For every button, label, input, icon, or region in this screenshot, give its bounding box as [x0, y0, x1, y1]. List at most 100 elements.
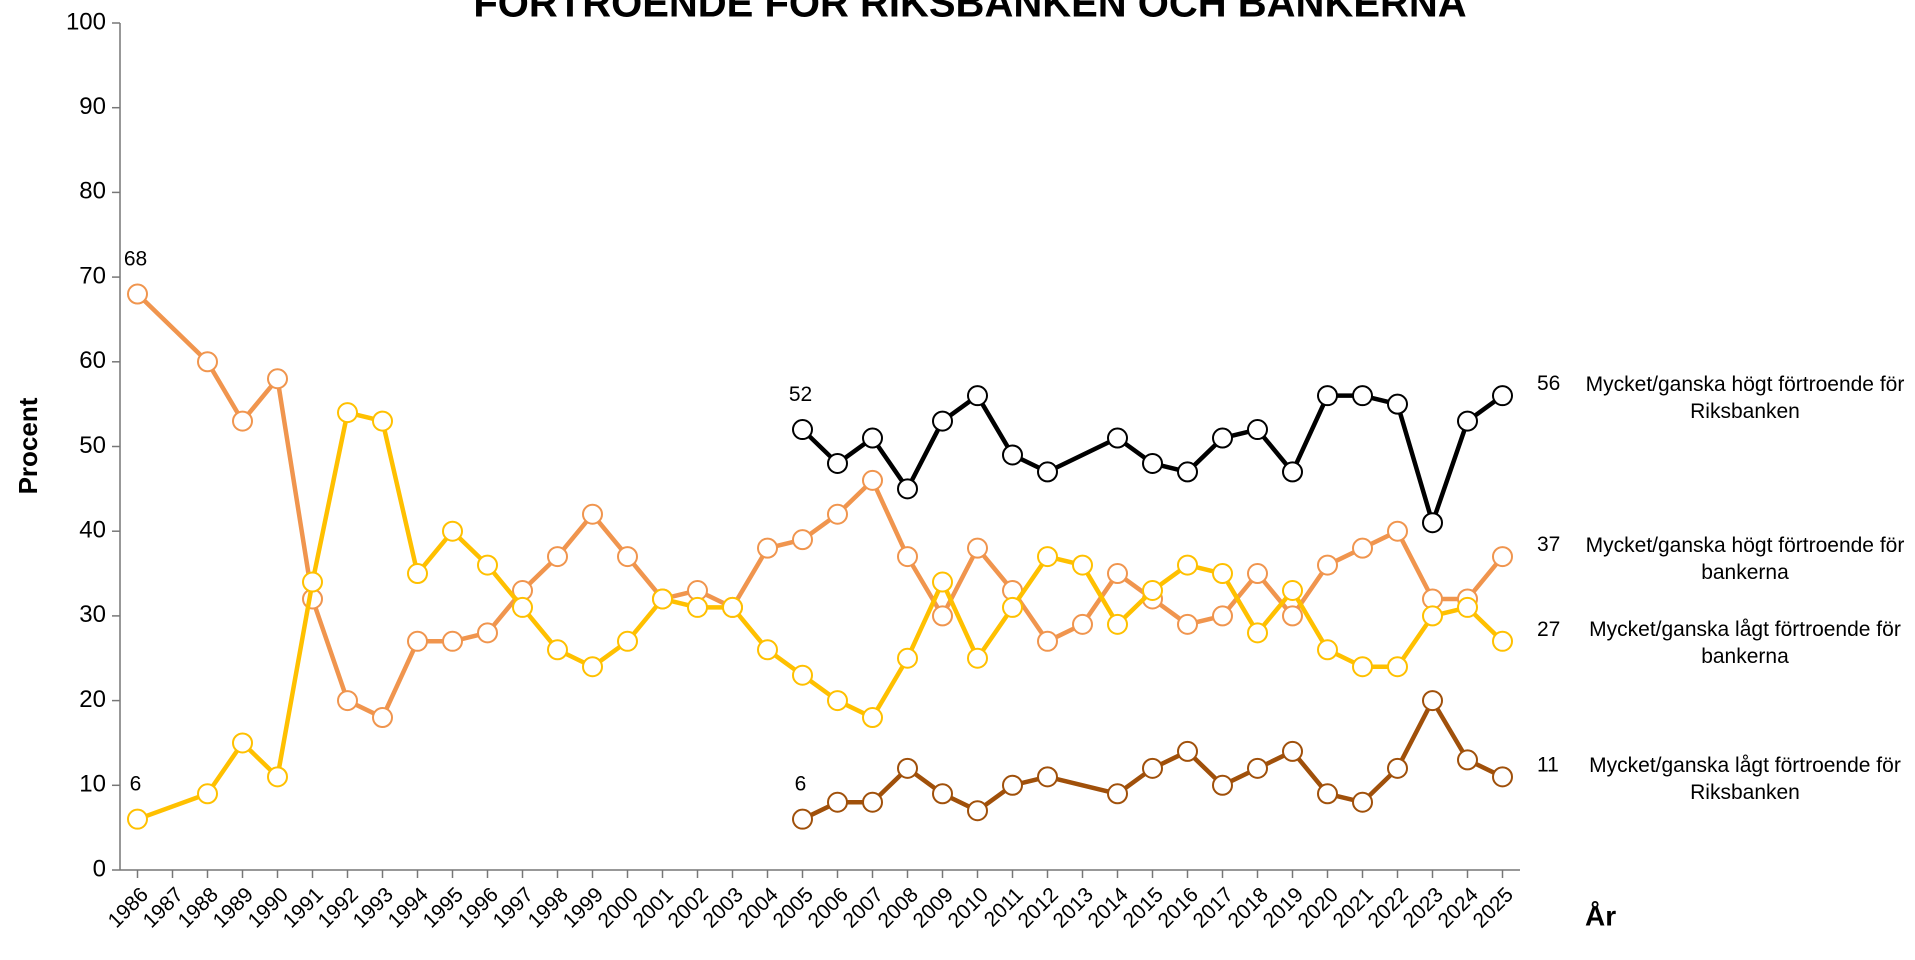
x-tick-label: 1993 — [349, 883, 398, 932]
data-point — [1317, 385, 1338, 407]
data-point — [1072, 613, 1093, 635]
x-axis-label: År — [1585, 900, 1616, 931]
data-point — [1177, 613, 1198, 635]
series-label: Mycket/ganska högt förtroende för Riksba… — [1585, 372, 1905, 423]
x-tick-label: 2024 — [1434, 883, 1484, 933]
data-point — [197, 783, 218, 805]
data-point — [442, 520, 463, 542]
x-tick-label: 2020 — [1294, 883, 1343, 932]
data-point — [687, 596, 708, 618]
y-tick-label: 40 — [79, 517, 106, 544]
data-point — [1037, 546, 1058, 568]
data-point — [1107, 563, 1128, 585]
x-tick-label: 1988 — [174, 883, 223, 932]
data-point — [372, 410, 393, 432]
data-point — [407, 630, 428, 652]
data-label: 56 — [1537, 372, 1560, 395]
data-label: 6 — [130, 773, 142, 796]
data-point — [932, 783, 953, 805]
data-point — [1492, 385, 1513, 407]
data-point — [582, 656, 603, 678]
data-point — [547, 546, 568, 568]
data-point — [1317, 554, 1338, 576]
data-point — [1492, 766, 1513, 788]
data-point — [1002, 444, 1023, 466]
x-tick-label: 1997 — [489, 883, 538, 932]
series-line — [135, 292, 1505, 720]
data-point — [1387, 393, 1408, 415]
x-tick-label: 1989 — [209, 883, 258, 932]
data-point — [372, 707, 393, 729]
data-point — [1492, 546, 1513, 568]
data-point — [1247, 757, 1268, 779]
x-tick-label: 2019 — [1259, 883, 1308, 932]
data-point — [1387, 656, 1408, 678]
data-point — [337, 690, 358, 712]
x-tick-label: 2012 — [1014, 883, 1063, 932]
x-tick-label: 1994 — [384, 883, 434, 933]
x-tick-label: 2009 — [909, 883, 958, 932]
data-label: 11 — [1537, 753, 1559, 776]
x-tick-label: 2015 — [1119, 883, 1168, 932]
x-tick-label: 1986 — [104, 883, 153, 932]
data-point — [1457, 410, 1478, 432]
data-point — [1002, 774, 1023, 796]
data-point — [827, 690, 848, 712]
x-tick-label: 1990 — [244, 883, 293, 932]
data-point — [1247, 622, 1268, 644]
data-point — [582, 503, 603, 525]
data-point — [1212, 605, 1233, 627]
x-tick-label: 2023 — [1399, 883, 1448, 932]
data-point — [617, 630, 638, 652]
y-tick-label: 80 — [79, 178, 106, 205]
data-point — [897, 647, 918, 669]
data-point — [897, 478, 918, 500]
data-label: 37 — [1537, 533, 1560, 556]
data-point — [1037, 766, 1058, 788]
data-point — [267, 766, 288, 788]
data-point — [1177, 740, 1198, 762]
data-point — [267, 368, 288, 390]
data-point — [1107, 613, 1128, 635]
data-point — [197, 351, 218, 373]
data-label: 52 — [789, 383, 812, 406]
data-point — [1072, 554, 1093, 576]
y-tick-label: 0 — [93, 855, 106, 882]
series-label: Mycket/ganska högt förtroende för banker… — [1585, 533, 1905, 584]
data-point — [1142, 579, 1163, 601]
data-point — [617, 546, 638, 568]
data-point — [442, 630, 463, 652]
x-tick-label: 1995 — [419, 883, 468, 932]
data-point — [862, 469, 883, 491]
data-point — [1352, 791, 1373, 813]
data-point — [757, 537, 778, 559]
data-point — [1457, 749, 1478, 771]
x-tick-label: 2003 — [699, 883, 748, 932]
data-point — [1352, 537, 1373, 559]
data-point — [1142, 757, 1163, 779]
data-point — [1422, 512, 1443, 534]
data-point — [477, 622, 498, 644]
data-point — [1037, 461, 1058, 483]
x-tick-label: 2010 — [944, 883, 993, 932]
data-point — [1352, 656, 1373, 678]
y-tick-label: 10 — [79, 771, 106, 798]
data-point — [1352, 385, 1373, 407]
data-point — [1282, 740, 1303, 762]
data-label: 6 — [795, 773, 807, 796]
series-label: Mycket/ganska lågt förtroende för Riksba… — [1589, 753, 1901, 804]
x-tick-label: 2013 — [1049, 883, 1098, 932]
x-tick-label: 1999 — [559, 883, 608, 932]
x-tick-label: 2021 — [1329, 883, 1378, 932]
data-point — [1317, 639, 1338, 661]
data-point — [652, 588, 673, 610]
y-tick-label: 20 — [79, 686, 106, 713]
data-point — [407, 563, 428, 585]
data-label: 27 — [1537, 618, 1560, 641]
data-point — [897, 546, 918, 568]
data-point — [1317, 783, 1338, 805]
data-point — [1212, 563, 1233, 585]
data-point — [1107, 427, 1128, 449]
x-tick-label: 2008 — [874, 883, 923, 932]
data-point — [302, 571, 323, 593]
